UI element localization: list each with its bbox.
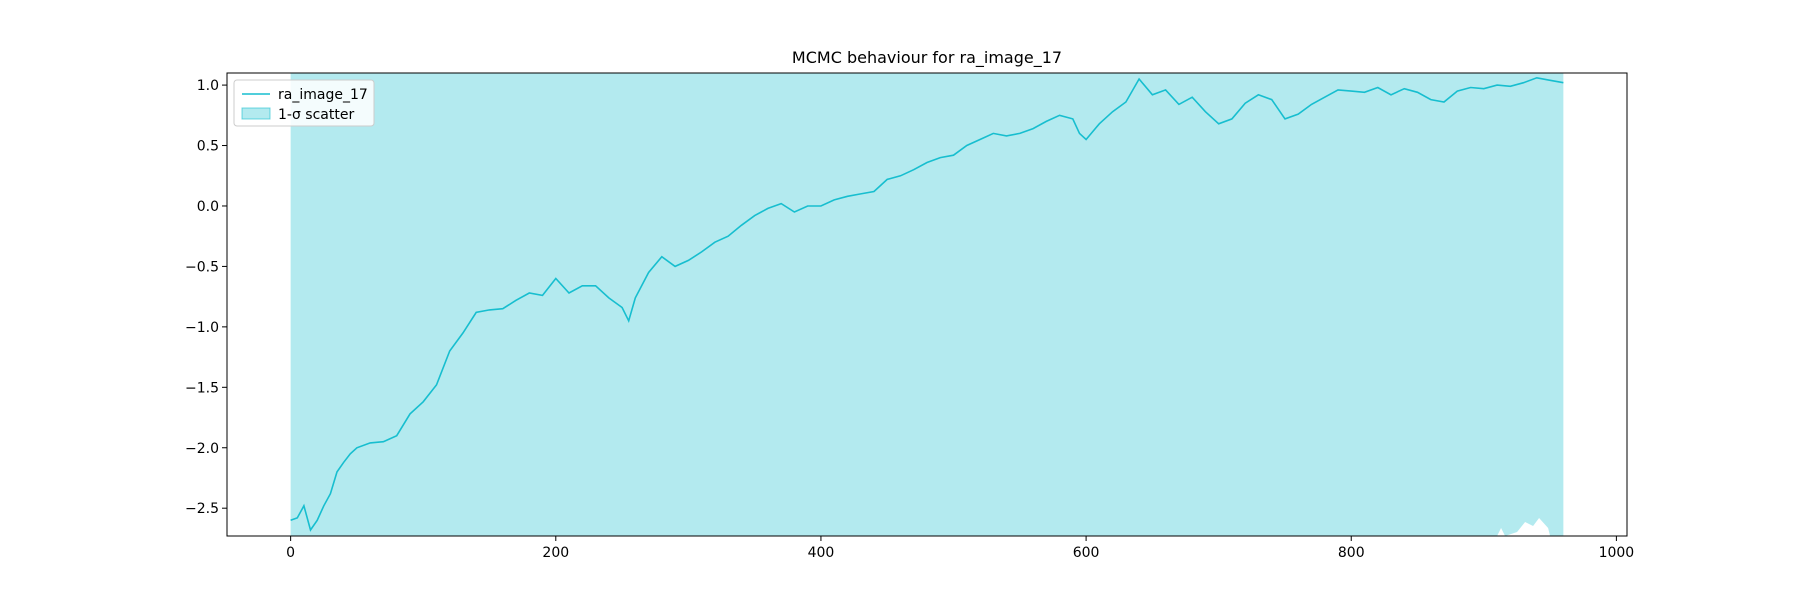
legend-band-swatch bbox=[241, 107, 271, 120]
y-tick-label: −2.5 bbox=[185, 501, 219, 517]
legend-line-label: ra_image_17 bbox=[278, 87, 368, 103]
x-tick-label: 200 bbox=[542, 545, 569, 561]
y-tick-label: −1.0 bbox=[185, 320, 219, 336]
legend: ra_image_17 1-σ scatter bbox=[233, 79, 375, 127]
y-tick-label: 0.0 bbox=[197, 199, 219, 215]
y-axis: 1.0 0.5 0.0 −0.5 −1.0 −1.5 −2.0 −2.5 bbox=[185, 78, 227, 517]
axes-frame bbox=[226, 72, 1628, 537]
x-tick-label: 600 bbox=[1073, 545, 1100, 561]
y-tick-label: −0.5 bbox=[185, 259, 219, 275]
y-tick-label: −1.5 bbox=[185, 380, 219, 396]
trace-line-ra-image-17 bbox=[290, 76, 1564, 532]
x-tick-label: 0 bbox=[286, 545, 295, 561]
sigma-scatter-band bbox=[290, 73, 1564, 536]
x-tick-label: 400 bbox=[808, 545, 835, 561]
y-tick-label: 1.0 bbox=[197, 78, 219, 94]
y-tick-label: 0.5 bbox=[197, 139, 219, 155]
legend-box bbox=[233, 79, 375, 127]
x-tick-label: 800 bbox=[1338, 545, 1365, 561]
legend-band-label: 1-σ scatter bbox=[278, 107, 354, 123]
sigma-band-gap bbox=[1497, 518, 1551, 536]
x-tick-label: 1000 bbox=[1599, 545, 1635, 561]
y-tick-label: −2.0 bbox=[185, 441, 219, 457]
chart-title: MCMC behaviour for ra_image_17 bbox=[792, 48, 1062, 68]
x-axis: 0 200 400 600 800 1000 bbox=[286, 536, 1634, 561]
